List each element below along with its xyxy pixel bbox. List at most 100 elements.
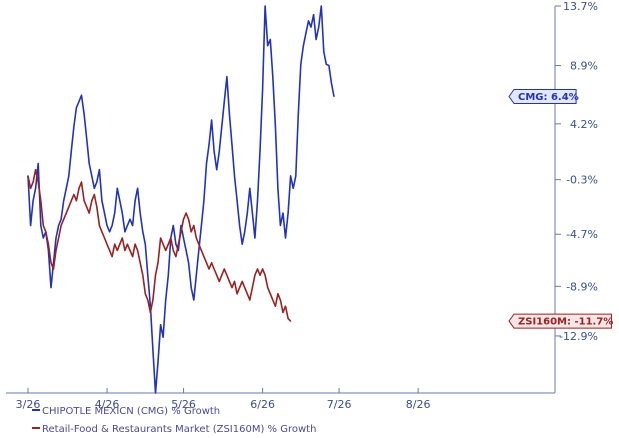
- data-point: [167, 274, 169, 276]
- data-point: [83, 200, 85, 202]
- data-point: [109, 231, 111, 233]
- data-point: [70, 200, 72, 202]
- data-point: [287, 212, 289, 214]
- data-point: [172, 224, 174, 227]
- data-point: [251, 287, 253, 289]
- data-point: [221, 274, 223, 276]
- data-point: [323, 51, 325, 53]
- data-point: [218, 280, 220, 282]
- data-point: [68, 175, 70, 177]
- x-tick-label: 4/26: [95, 398, 120, 411]
- data-point: [246, 212, 248, 214]
- data-point: [80, 181, 83, 183]
- data-point: [111, 256, 113, 258]
- data-point: [208, 268, 210, 270]
- data-point: [65, 212, 67, 214]
- x-tick-label: 3/26: [16, 398, 41, 411]
- data-point: [180, 224, 182, 227]
- data-point: [223, 100, 225, 103]
- data-point: [42, 224, 44, 227]
- y-tick-label: -4.7%: [566, 228, 598, 241]
- data-point: [60, 224, 62, 227]
- data-point: [147, 274, 149, 276]
- data-point: [157, 262, 159, 264]
- data-point: [165, 299, 167, 301]
- data-point: [55, 249, 57, 251]
- data-point: [124, 249, 126, 251]
- legend-label: CHIPOTLE MEXICN (CMG) % Growth: [42, 406, 220, 417]
- data-point: [254, 274, 256, 276]
- callout-label: ZSI160M: -11.7%: [518, 317, 613, 328]
- data-point: [111, 224, 113, 227]
- data-point: [27, 175, 29, 177]
- data-point: [139, 262, 141, 264]
- data-point: [236, 200, 238, 202]
- data-point: [272, 299, 274, 301]
- data-point: [279, 299, 281, 301]
- data-point: [119, 200, 121, 202]
- data-point: [101, 231, 103, 233]
- data-point: [109, 249, 111, 251]
- data-point: [75, 107, 77, 109]
- data-point: [231, 144, 233, 146]
- data-point: [274, 125, 276, 127]
- data-point: [116, 187, 118, 189]
- data-point: [241, 243, 243, 245]
- data-point: [226, 274, 228, 276]
- data-point: [32, 200, 34, 202]
- data-point: [295, 175, 297, 177]
- callout-box: [508, 89, 577, 104]
- data-point: [213, 150, 215, 152]
- data-point: [63, 200, 65, 202]
- data-point: [165, 249, 167, 251]
- data-point: [40, 200, 42, 202]
- y-tick-label: 4.2%: [570, 118, 598, 131]
- x-tick-label: 6/26: [250, 398, 275, 411]
- data-point: [126, 243, 128, 245]
- data-point: [259, 274, 261, 276]
- data-point: [58, 237, 60, 239]
- callout-label: CMG: 6.4%: [518, 92, 579, 103]
- data-point: [30, 224, 32, 227]
- data-point: [315, 38, 317, 41]
- data-point: [330, 82, 332, 84]
- end-value-callouts: CMG: 6.4% ZSI160M: -11.7%: [508, 89, 613, 329]
- callout-0: CMG: 6.4%: [508, 89, 579, 104]
- data-point: [73, 125, 75, 127]
- data-point: [185, 212, 187, 214]
- series-points: [27, 5, 335, 394]
- data-point: [80, 94, 83, 96]
- data-point: [287, 318, 289, 320]
- data-point: [154, 392, 157, 394]
- data-point: [170, 237, 172, 239]
- y-tick-label: -8.9%: [566, 280, 598, 293]
- data-point: [144, 293, 146, 295]
- data-point: [272, 76, 274, 78]
- data-point: [60, 218, 62, 220]
- data-point: [75, 200, 77, 202]
- data-point: [241, 280, 243, 282]
- data-point: [244, 231, 246, 233]
- data-point: [256, 200, 259, 202]
- data-point: [78, 100, 80, 103]
- data-point: [98, 169, 100, 171]
- data-point: [292, 187, 294, 189]
- data-point: [277, 187, 279, 189]
- data-point: [52, 262, 55, 264]
- callout-1: ZSI160M: -11.7%: [508, 313, 613, 329]
- data-point: [50, 287, 52, 289]
- data-point: [249, 187, 251, 189]
- y-tick-label: 8.9%: [570, 60, 598, 73]
- data-point: [190, 287, 192, 289]
- data-point: [83, 113, 85, 115]
- data-point: [256, 268, 259, 270]
- data-point: [154, 274, 157, 276]
- data-point: [277, 293, 279, 295]
- data-point: [157, 361, 159, 363]
- data-point: [269, 38, 271, 41]
- data-point: [226, 76, 228, 78]
- data-point: [103, 212, 106, 214]
- data-point: [121, 212, 123, 214]
- data-point: [96, 206, 98, 208]
